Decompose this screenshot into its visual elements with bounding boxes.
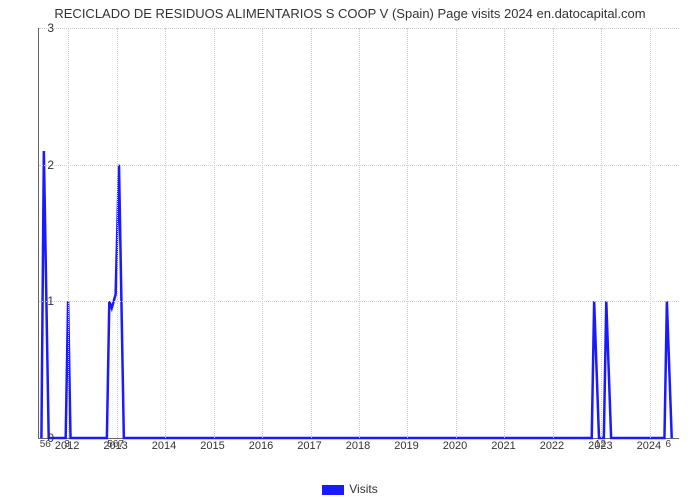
gridline-v bbox=[601, 28, 602, 438]
x-tick-label: 2018 bbox=[346, 440, 370, 452]
x-tick-label: 2014 bbox=[152, 440, 176, 452]
legend-label: Visits bbox=[349, 482, 377, 496]
data-label: 567 bbox=[107, 439, 124, 450]
y-tick-label: 1 bbox=[47, 294, 54, 308]
chart-title: RECICLADO DE RESIDUOS ALIMENTARIOS S COO… bbox=[0, 6, 700, 21]
x-tick-label: 2022 bbox=[540, 440, 564, 452]
x-tick-label: 2017 bbox=[297, 440, 321, 452]
gridline-v bbox=[214, 28, 215, 438]
gridline-v bbox=[165, 28, 166, 438]
data-label: 12 bbox=[595, 439, 606, 450]
x-tick-label: 2015 bbox=[200, 440, 224, 452]
gridline-v bbox=[262, 28, 263, 438]
x-tick-label: 2021 bbox=[491, 440, 515, 452]
gridline-v bbox=[553, 28, 554, 438]
gridline-v bbox=[311, 28, 312, 438]
x-tick-label: 2020 bbox=[443, 440, 467, 452]
data-label: 6 bbox=[666, 439, 672, 450]
y-tick-label: 2 bbox=[47, 158, 54, 172]
chart-container: RECICLADO DE RESIDUOS ALIMENTARIOS S COO… bbox=[0, 0, 700, 500]
x-tick-label: 2016 bbox=[249, 440, 273, 452]
gridline-v bbox=[407, 28, 408, 438]
data-label: 56 bbox=[40, 439, 51, 450]
plot-area bbox=[38, 28, 679, 439]
gridline-v bbox=[456, 28, 457, 438]
y-tick-label: 3 bbox=[47, 21, 54, 35]
gridline-v bbox=[68, 28, 69, 438]
x-tick-label: 2019 bbox=[394, 440, 418, 452]
x-tick-label: 2024 bbox=[637, 440, 661, 452]
legend-swatch bbox=[322, 485, 344, 495]
data-label: 3 bbox=[64, 439, 70, 450]
gridline-v bbox=[650, 28, 651, 438]
gridline-v bbox=[117, 28, 118, 438]
gridline-v bbox=[504, 28, 505, 438]
legend: Visits bbox=[0, 482, 700, 496]
gridline-v bbox=[359, 28, 360, 438]
